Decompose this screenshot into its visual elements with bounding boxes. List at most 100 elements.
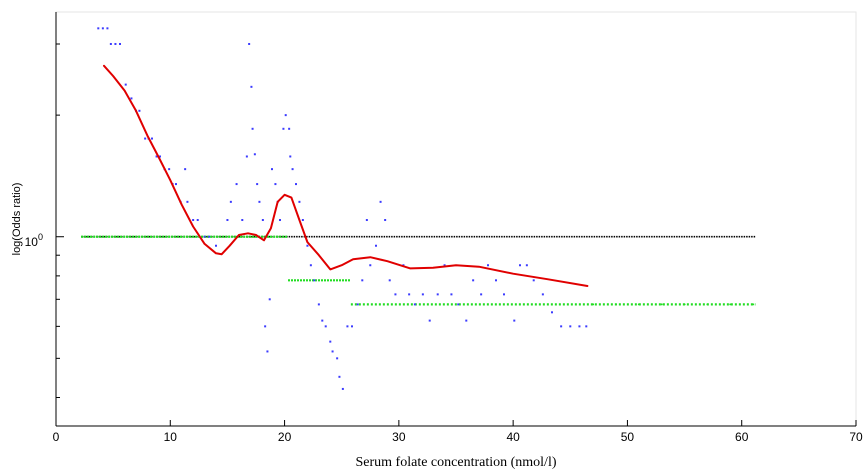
x-tick-label: 30 — [392, 430, 406, 444]
scatter-point — [421, 293, 424, 296]
scatter-point — [394, 293, 397, 296]
y-tick-label-1: 100 — [25, 232, 43, 249]
scatter-point — [124, 83, 127, 86]
scatter-point — [109, 42, 112, 45]
scatter-point — [241, 219, 244, 222]
x-tick-label: 40 — [506, 430, 520, 444]
scatter-point — [256, 183, 259, 186]
scatter-point — [532, 279, 535, 282]
x-tick-label: 60 — [735, 430, 749, 444]
scatter-point — [119, 42, 121, 45]
scatter-point — [196, 219, 199, 222]
scatter-points-layer — [97, 27, 588, 390]
scatter-point — [203, 235, 206, 238]
scatter-point — [282, 127, 285, 130]
scatter-point — [450, 293, 453, 296]
scatter-point — [130, 97, 133, 100]
scatter-point — [168, 168, 171, 171]
scatter-point — [274, 183, 277, 186]
x-tick-label: 20 — [278, 430, 292, 444]
scatter-point — [341, 387, 344, 390]
scatter-point — [351, 325, 353, 328]
step-dot — [729, 303, 732, 306]
scatter-point — [388, 279, 391, 282]
scatter-point — [184, 168, 187, 171]
scatter-point — [186, 200, 189, 203]
scatter-point — [457, 303, 460, 306]
scatter-point — [338, 375, 341, 378]
scatter-point — [271, 168, 273, 171]
scatter-point — [356, 303, 359, 306]
scatter-point — [569, 325, 572, 328]
scatter-point — [289, 155, 292, 158]
x-tick-label: 0 — [53, 430, 60, 444]
scatter-point — [324, 325, 327, 328]
scatter-point — [519, 264, 521, 267]
x-tick-label: 50 — [621, 430, 635, 444]
scatter-point — [266, 350, 269, 353]
y-tick-exponent: 0 — [38, 232, 43, 242]
scatter-point — [560, 325, 563, 328]
scatter-point — [258, 200, 261, 203]
x-axis-title: Serum folate concentration (nmol/l) — [356, 455, 557, 470]
plot-frame — [55, 11, 857, 427]
y-axis-ticks — [56, 43, 64, 398]
scatter-point — [329, 340, 332, 343]
scatter-point — [97, 27, 100, 30]
scatter-point — [306, 244, 309, 247]
scatter-point — [192, 219, 195, 222]
scatter-point — [226, 219, 229, 222]
scatter-point — [375, 244, 377, 247]
step-line-layer — [81, 235, 756, 306]
scatter-point — [138, 109, 141, 112]
scatter-point — [114, 42, 117, 45]
scatter-point — [288, 127, 291, 130]
x-axis-ticks: 0 10 20 30 40 50 60 70 — [53, 420, 863, 444]
scatter-point — [465, 319, 468, 322]
step-dot — [660, 303, 663, 306]
scatter-point — [215, 244, 217, 247]
smooth-curve — [103, 64, 589, 287]
scatter-point — [321, 319, 324, 322]
scatter-point — [155, 155, 158, 158]
scatter-point — [245, 155, 248, 158]
y-axis-title: log(Odds ratio) — [11, 183, 23, 256]
scatter-point — [301, 219, 304, 222]
scatter-point — [365, 219, 368, 222]
scatter-point — [151, 137, 153, 140]
scatter-point — [413, 303, 416, 306]
scatter-point — [379, 200, 382, 203]
scatter-point — [525, 264, 528, 267]
scatter-point — [175, 183, 177, 186]
scatter-point — [268, 298, 271, 301]
scatter-point — [291, 168, 294, 171]
scatter-point — [408, 293, 411, 296]
scatter-point — [298, 200, 301, 203]
scatter-point — [346, 325, 349, 328]
smooth-line-layer — [103, 64, 589, 287]
scatter-point — [101, 27, 104, 30]
scatter-point — [503, 293, 505, 296]
scatter-point — [361, 279, 364, 282]
scatter-point — [144, 137, 147, 140]
scatter-point — [229, 200, 232, 203]
step-dot — [615, 303, 617, 306]
scatter-point — [369, 264, 372, 267]
scatter-point — [384, 219, 387, 222]
scatter-point — [309, 264, 312, 267]
scatter-point — [313, 279, 316, 282]
scatter-point — [279, 219, 281, 222]
step-dot — [706, 303, 709, 306]
scatter-point — [495, 279, 497, 282]
scatter-point — [551, 311, 553, 314]
scatter-point — [585, 325, 588, 328]
scatter-point — [208, 235, 211, 238]
scatter-point — [284, 114, 287, 117]
scatter-point — [472, 279, 475, 282]
scatter-point — [295, 183, 297, 186]
scatter-point — [480, 293, 483, 296]
scatter-point — [541, 293, 544, 296]
scatter-point — [331, 350, 334, 353]
scatter-point — [264, 325, 267, 328]
